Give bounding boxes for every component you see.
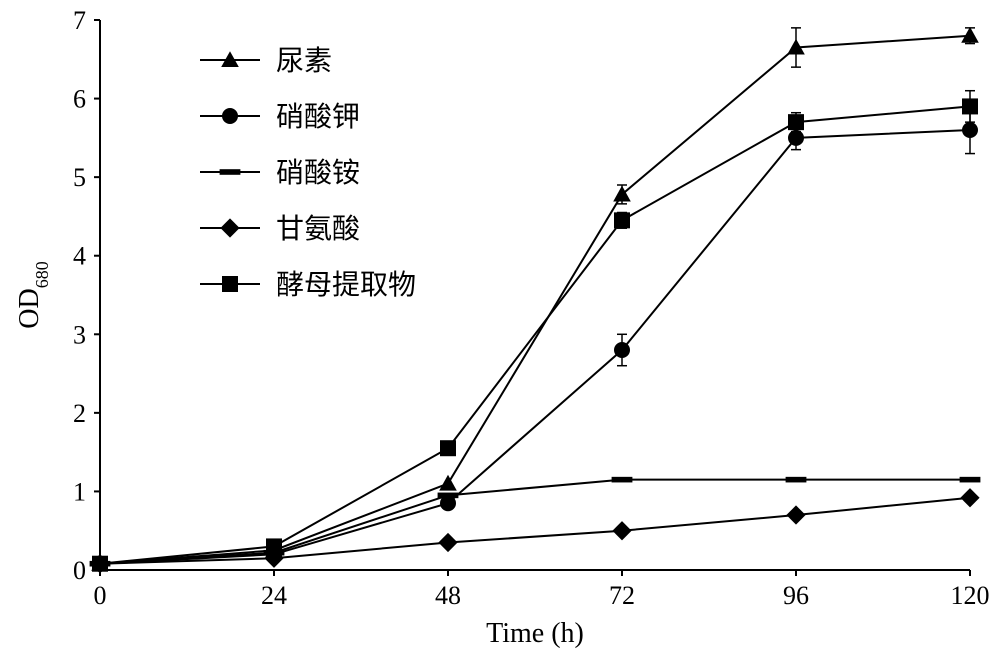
y-axis-label: OD680 [14, 261, 52, 328]
legend-item-kno3: 硝酸钾 [200, 101, 360, 133]
x-tick-label: 0 [94, 581, 107, 610]
y-tick-label: 4 [73, 242, 86, 271]
series-nh4no3 [90, 477, 981, 567]
chart-svg: 0 24 48 72 96 120 0 1 2 3 4 5 6 7 Time (h) OD680 尿素硝酸钾硝酸… [0, 0, 1000, 665]
legend-item-nh4no3: 硝酸铵 [200, 157, 360, 189]
legend-label: 尿素 [276, 45, 332, 77]
legend-item-yeast: 酵母提取物 [200, 269, 416, 301]
x-tick-label: 72 [609, 581, 635, 610]
legend-item-glycine: 甘氨酸 [200, 213, 360, 245]
growth-curve-chart: 0 24 48 72 96 120 0 1 2 3 4 5 6 7 Time (h) OD680 尿素硝酸钾硝酸… [0, 0, 1000, 665]
x-tick-label: 120 [951, 581, 990, 610]
x-axis-label: Time (h) [486, 618, 584, 649]
y-tick-label: 2 [73, 399, 86, 428]
series-glycine [90, 488, 979, 573]
svg-text:OD680: OD680 [14, 261, 52, 328]
y-tick-label: 0 [73, 556, 86, 585]
x-tick-label: 24 [261, 581, 287, 610]
legend-label: 硝酸钾 [276, 101, 360, 133]
series-yeast [92, 91, 978, 572]
legend-label: 甘氨酸 [276, 213, 360, 245]
legend-label: 硝酸铵 [276, 157, 360, 189]
legend-item-urea: 尿素 [200, 45, 332, 77]
y-tick-label: 6 [73, 85, 86, 114]
y-tick-label: 1 [73, 477, 86, 506]
y-tick-label: 7 [73, 6, 86, 35]
y-tick-label: 3 [73, 320, 86, 349]
y-tick-label: 5 [73, 163, 86, 192]
x-tick-label: 96 [783, 581, 809, 610]
legend-label: 酵母提取物 [276, 269, 416, 301]
x-tick-label: 48 [435, 581, 461, 610]
series-urea [91, 27, 979, 571]
